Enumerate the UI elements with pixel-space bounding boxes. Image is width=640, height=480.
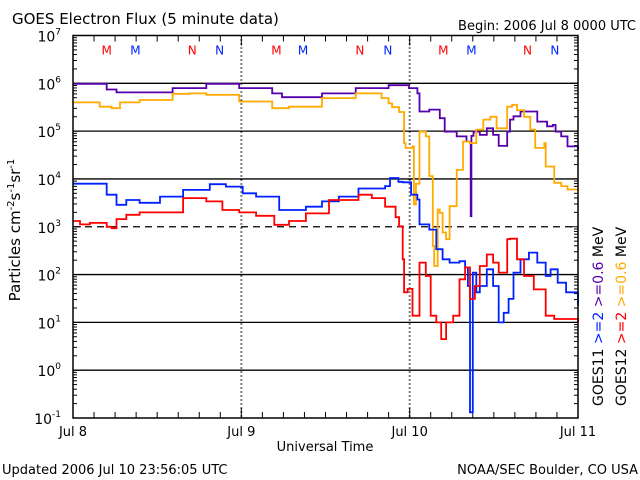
x-tick-label: Jul 9 [226,425,255,440]
x-tick-label: Jul 11 [559,425,596,440]
legend-column-goes12: GOES12 >=2 >=0.6 MeV [614,226,630,406]
chart-subtitle: Begin: 2006 Jul 8 0000 UTC [458,19,636,34]
chart-title: GOES Electron Flux (5 minute data) [12,10,279,28]
satellite-marker-n: N [215,44,224,58]
series-line-goes11-ge06mev [73,82,579,218]
y-tick-label: 104 [37,171,61,189]
satellite-marker-m: M [271,44,281,58]
plot-frame [72,34,579,419]
x-tick-label: Jul 10 [390,425,427,440]
legend-entry: >=2 [614,312,630,349]
y-tick-label: 102 [37,267,61,285]
satellite-marker-n: N [383,44,392,58]
legend-unit: MeV [591,226,607,261]
satellite-marker-m: M [438,44,448,58]
satellite-marker-n: N [355,44,364,58]
y-label-exp1: -2 [6,200,17,210]
legend-satellite: GOES12 [614,349,630,406]
x-axis-label: Universal Time [277,440,374,455]
series-lines [73,82,579,414]
x-tick-labels: Jul 8 Jul 9 Jul 10 Jul 11 [58,425,596,440]
series-line-goes12-ge06mev [73,92,579,267]
satellite-marker-n: N [188,44,197,58]
series-line-goes11-ge2mev [73,177,579,414]
y-tick-label: 100 [37,362,61,380]
y-tick-label: 107 [37,28,61,46]
legend-entry: >=0.6 [614,261,630,311]
grid-lines [73,82,578,371]
y-tick-label: 106 [37,75,61,93]
y-tick-label: 105 [37,123,61,141]
satellite-marker-m: M [130,44,140,58]
y-tick-label: 101 [37,314,61,332]
y-label-exp3: -1 [6,159,17,169]
y-label-exp2: -1 [6,183,17,193]
satellite-marker-n: N [523,44,532,58]
legend-unit: MeV [614,226,630,261]
legend-entry: >=2 [591,312,607,349]
satellite-marker-n: N [550,44,559,58]
y-tick-labels: 107 106 105 104 103 102 101 100 10-1 [34,28,61,429]
legend-entry: >=0.6 [591,261,607,311]
updated-timestamp: Updated 2006 Jul 10 23:56:05 UTC [2,463,227,478]
y-label-s: s [6,192,24,200]
satellite-marker-m: M [101,44,111,58]
legend-satellite: GOES11 [591,349,607,406]
y-label-sr: sr [6,168,24,183]
source-credit: NOAA/SEC Boulder, CO USA [457,463,638,478]
y-tick-label: 103 [37,219,61,237]
series-line-goes12-ge2mev [73,193,579,340]
y-label-base: Particles cm [6,210,24,301]
satellite-marker-m: M [466,44,476,58]
satellite-marker-m: M [298,44,308,58]
x-tick-label: Jul 8 [58,425,87,440]
legend-column-goes11: GOES11 >=2 >=0.6 MeV [591,226,607,406]
y-axis-label: Particles cm-2s-1sr-1 [6,159,24,302]
y-tick-label: 10-1 [34,410,61,428]
